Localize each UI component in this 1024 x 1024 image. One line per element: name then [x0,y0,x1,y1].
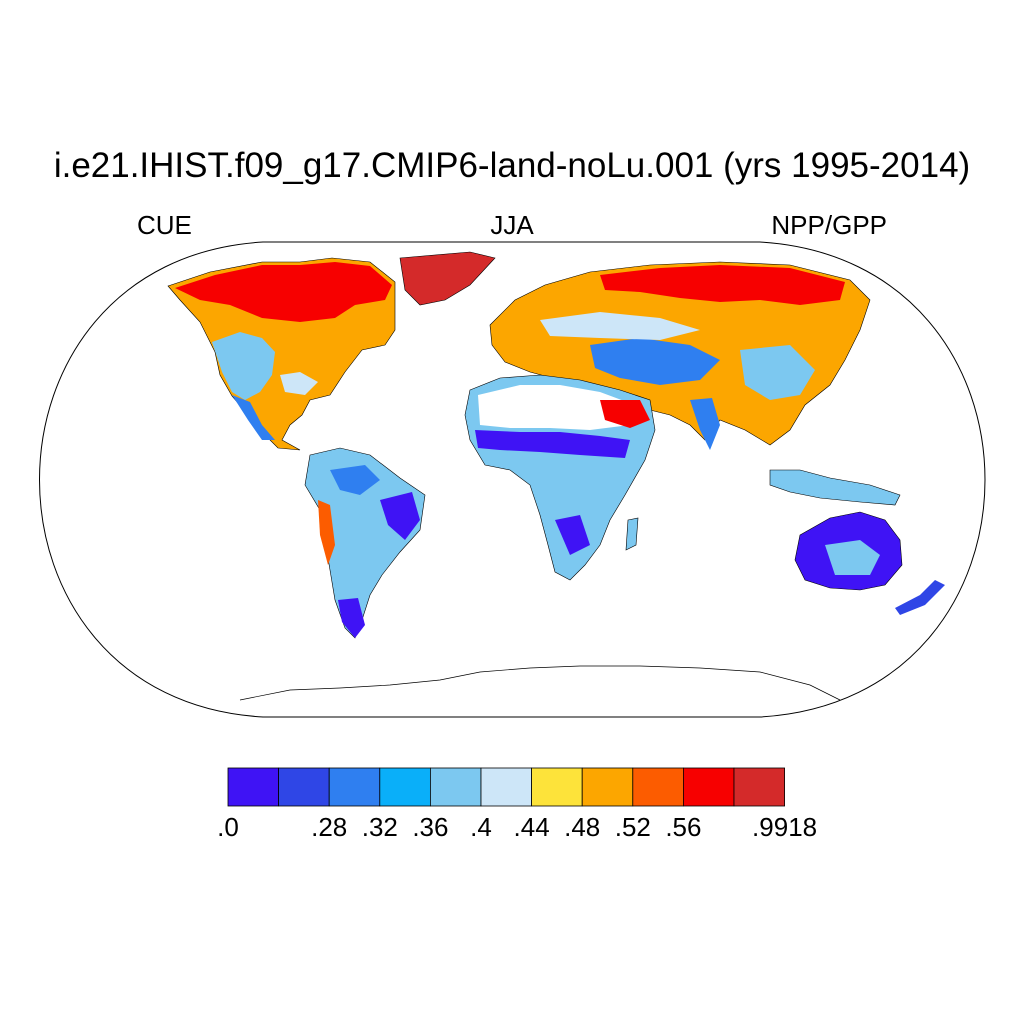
madagascar [625,517,639,551]
colorbar-swatch [429,767,482,807]
colorbar-tick-label: .36 [412,812,449,842]
colorbar-swatch [278,767,330,807]
colorbar-tick-label: .44 [513,812,550,842]
sahara-white [478,385,635,430]
figure-title: i.e21.IHIST.f09_g17.CMIP6-land-noLu.001 … [53,146,971,185]
new-zealand [895,580,945,615]
south-america-west-orange [318,500,335,565]
colorbar-swatch [632,767,684,807]
central-asia-blue [590,338,720,385]
colorbar-swatch [683,767,735,807]
north-america-arctic-red [175,262,392,322]
colorbar-swatch [227,767,279,807]
maritime-continent [769,469,901,506]
east-asia-lightblue [740,345,815,400]
north-america-south-blue [232,395,275,440]
colorbar-tick-label: .56 [665,812,702,842]
colorbar-tick-label: .32 [361,812,398,842]
southern-africa-purple [555,515,590,555]
colorbar-labels: .0 .28 .32 .36 .4 .44 .48 .52 .56 .9918 [0,812,1024,852]
eurasia-midlat-lightblue [540,312,700,340]
colorbar-tick-label: .52 [614,812,651,842]
colorbar-swatch [733,767,785,807]
colorbar-swatch [328,767,381,807]
colorbar-tick-label: .28 [311,812,348,842]
units-label: NPP/GPP [771,210,887,240]
greenland [399,251,496,306]
map-boundary [39,241,986,718]
colorbar-tick-label: .48 [564,812,601,842]
north-america-west-blue [212,332,275,400]
colorbar-swatch [581,767,634,807]
colorbar-tick-label: .9918 [752,812,818,842]
sahel-purple [475,430,630,458]
south-america-south-purple [338,598,365,638]
south-america-north-blue [330,465,380,495]
land-field [167,251,945,701]
sahel-red [600,400,650,428]
colorbar-tick-label: .4 [470,812,492,842]
colorbar-swatch [531,767,583,807]
variable-label: CUE [137,210,192,240]
season-label: JJA [490,210,534,240]
australia-center-lightblue [825,540,880,575]
colorbar [227,767,785,807]
antarctica-outline [239,665,841,701]
colorbar-swatch [379,767,431,807]
north-america-central-blue [280,372,318,395]
siberia-red [600,265,845,305]
india-blue [690,398,720,450]
colorbar-swatch [480,767,532,807]
colorbar-tick-label: .0 [217,812,239,842]
south-america-east-purple [380,492,420,540]
